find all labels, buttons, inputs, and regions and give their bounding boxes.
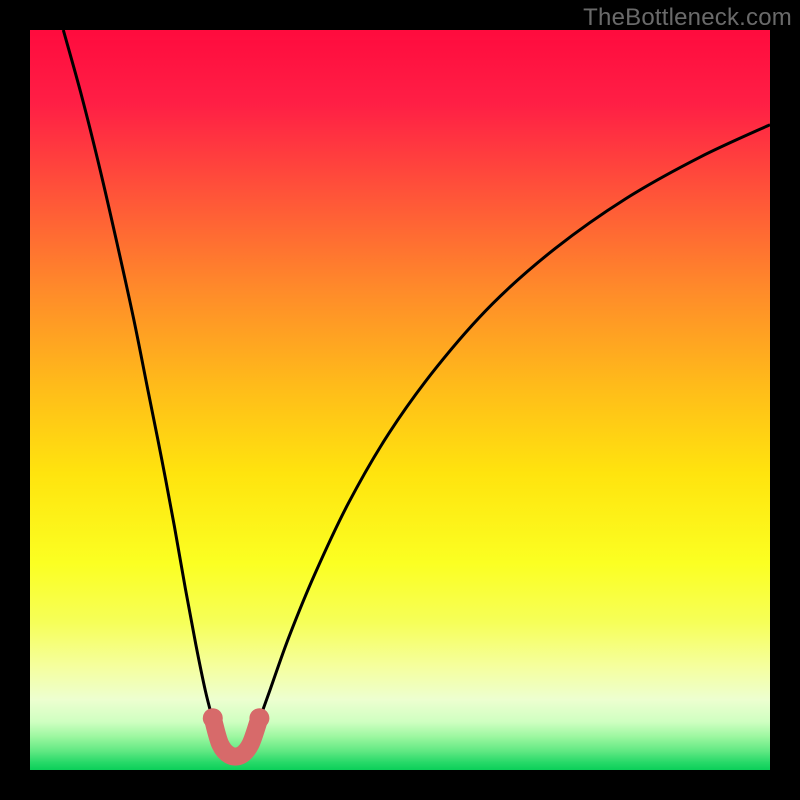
bottleneck-curve-right: [259, 125, 770, 720]
valley-highlight-end-left: [203, 708, 223, 728]
watermark-text: TheBottleneck.com: [583, 4, 792, 32]
valley-highlight-end-right: [249, 708, 269, 728]
curve-layer: [30, 30, 770, 770]
bottleneck-curve-left: [63, 30, 212, 720]
plot-area: [30, 30, 770, 770]
chart-frame: TheBottleneck.com: [0, 0, 800, 800]
